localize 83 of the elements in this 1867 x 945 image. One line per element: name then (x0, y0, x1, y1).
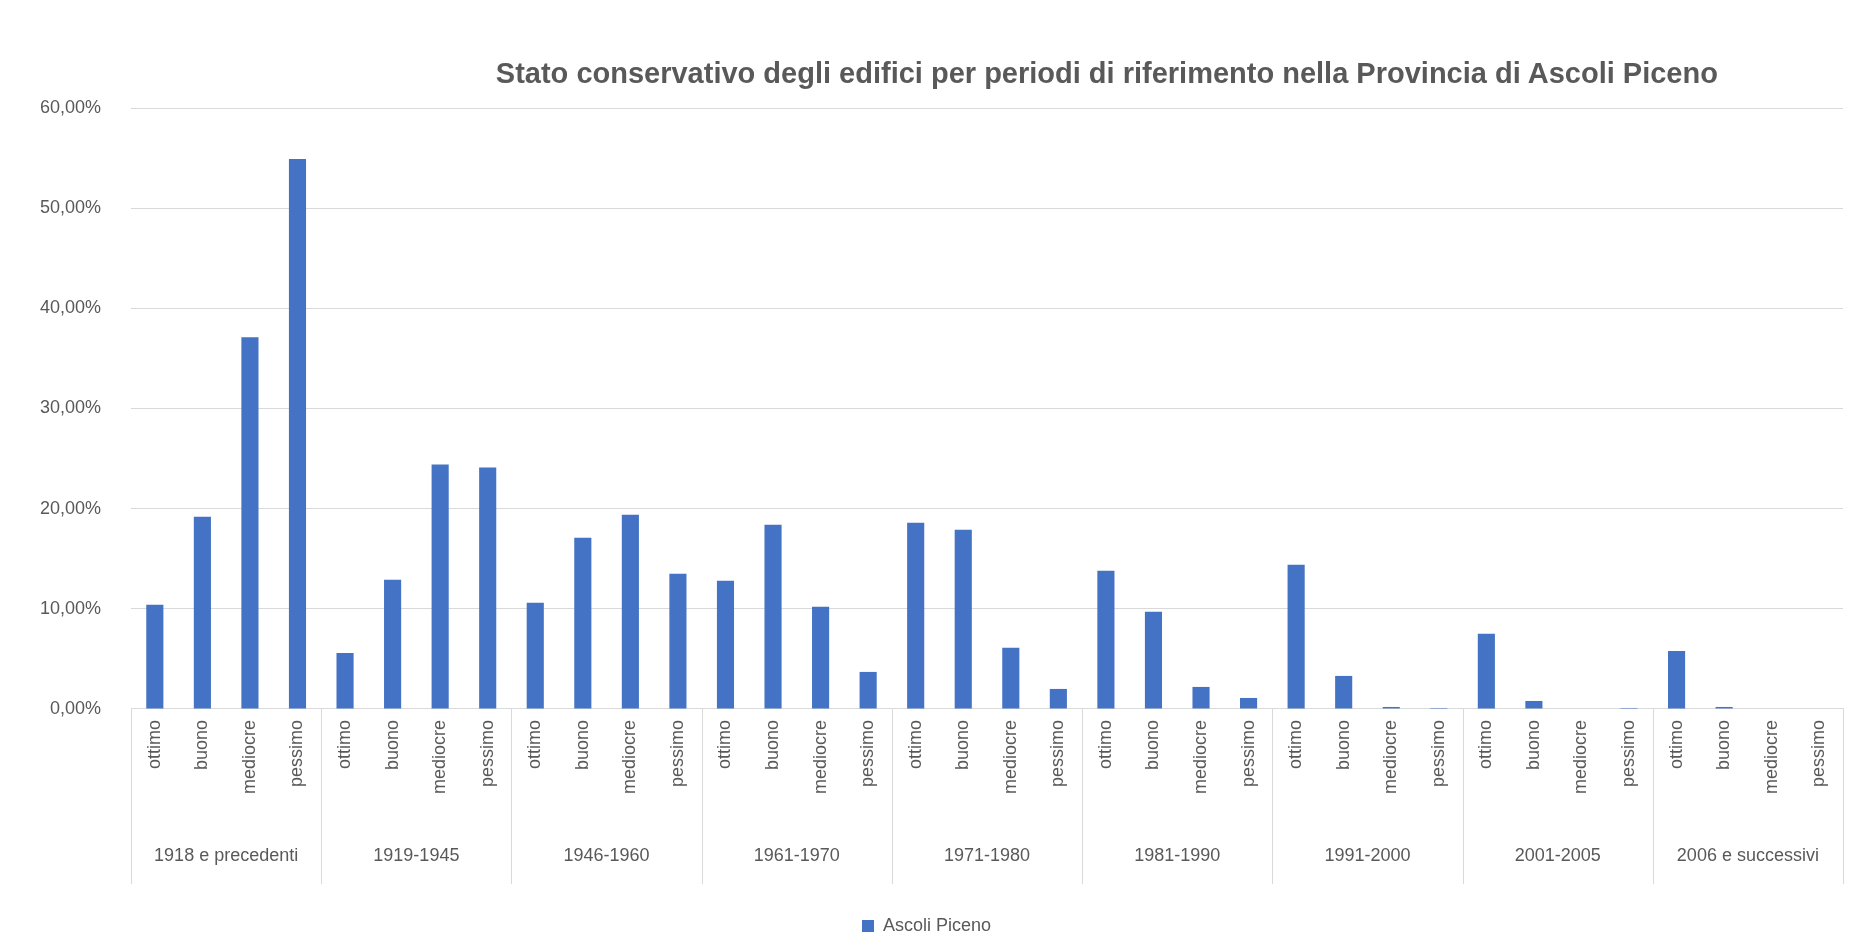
bar (1002, 647, 1020, 709)
legend-label: Ascoli Piceno (882, 914, 992, 935)
bar (1144, 611, 1163, 709)
y-tick-label: 10,00% (39, 597, 102, 618)
bar (574, 537, 592, 709)
x-tick-label: buono (191, 719, 212, 771)
bar (1477, 633, 1495, 709)
bar (1668, 650, 1686, 709)
x-tick-label: ottimo (143, 719, 164, 769)
x-tick-label: mediocre (999, 719, 1020, 794)
bar (146, 604, 164, 709)
bar (1049, 688, 1067, 709)
x-tick-label: mediocre (1380, 719, 1401, 794)
x-tick-label: mediocre (429, 719, 450, 794)
x-tick-label: ottimo (1285, 719, 1306, 769)
x-tick-label: ottimo (524, 719, 545, 769)
text: 1971-1980 (943, 844, 1031, 865)
x-tick-label: pessimo (666, 719, 687, 787)
text: 2001-2005 (1514, 844, 1601, 865)
x-tick-label: buono (1332, 719, 1353, 771)
text: 1991-2000 (1324, 844, 1411, 865)
bar (1287, 564, 1305, 709)
text: 1981-1990 (1134, 844, 1221, 865)
bar (954, 529, 972, 709)
x-tick-label: mediocre (238, 719, 259, 794)
x-tick-label: pessimo (1427, 719, 1448, 787)
x-tick-label: mediocre (619, 719, 640, 794)
x-tick-label: pessimo (476, 719, 497, 787)
x-tick-label: buono (381, 719, 402, 771)
x-tick-label: pessimo (1047, 719, 1068, 787)
x-tick-label: pessimo (857, 719, 878, 787)
x-tick-label: ottimo (1475, 719, 1496, 769)
x-tick-label: ottimo (714, 719, 735, 769)
y-tick-label: 0,00% (50, 697, 102, 718)
bar (431, 464, 449, 709)
text: 1918 e precedenti (154, 844, 299, 865)
bar (764, 524, 782, 709)
text: 1961-1970 (753, 844, 840, 865)
text: 2006 e successivi (1676, 844, 1819, 865)
x-tick-label: pessimo (1808, 719, 1829, 787)
x-tick-label: mediocre (1570, 719, 1591, 794)
text: 1946-1960 (563, 844, 650, 865)
x-tick-label: pessimo (1237, 719, 1258, 787)
bar (1525, 700, 1543, 709)
bar (526, 602, 544, 709)
x-tick-label: ottimo (1094, 719, 1115, 769)
x-tick-label: ottimo (904, 719, 925, 769)
x-tick-label: buono (762, 719, 782, 771)
y-tick-label: 30,00% (39, 397, 102, 418)
bar (1192, 686, 1210, 709)
bar (716, 580, 735, 709)
x-tick-label: buono (952, 719, 973, 771)
bar (384, 579, 402, 709)
x-tick-label: ottimo (334, 719, 355, 769)
bar (859, 671, 877, 709)
bar (621, 514, 639, 709)
bar (479, 467, 497, 709)
bar (193, 516, 211, 709)
bar (812, 606, 830, 709)
x-tick-label: ottimo (1665, 719, 1686, 769)
y-tick-label: 20,00% (39, 497, 102, 518)
y-tick-label: 60,00% (39, 96, 102, 117)
bar (336, 652, 354, 709)
x-tick-label: buono (1522, 719, 1543, 771)
chart-title: Stato conservativo degli edifici per periodi di riferimento nella Provincia di Ascoli Piceno (495, 57, 1718, 89)
bar (1097, 570, 1115, 709)
x-tick-label: mediocre (1760, 719, 1781, 794)
x-tick-label: mediocre (1189, 719, 1210, 794)
x-tick-label: pessimo (1617, 719, 1638, 787)
bar (241, 337, 259, 709)
x-tick-label: pessimo (286, 719, 307, 787)
x-tick-label: buono (1713, 719, 1734, 771)
y-tick-label: 40,00% (39, 297, 102, 318)
bar (1240, 697, 1258, 709)
bar (907, 522, 925, 709)
y-tick-label: 50,00% (39, 197, 102, 218)
bar (1335, 675, 1353, 709)
bar (669, 573, 687, 709)
x-tick-label: buono (571, 719, 592, 771)
x-tick-label: mediocre (809, 719, 830, 794)
text: 1919-1945 (373, 844, 460, 865)
bar (288, 159, 307, 709)
x-tick-label: buono (1142, 719, 1163, 771)
